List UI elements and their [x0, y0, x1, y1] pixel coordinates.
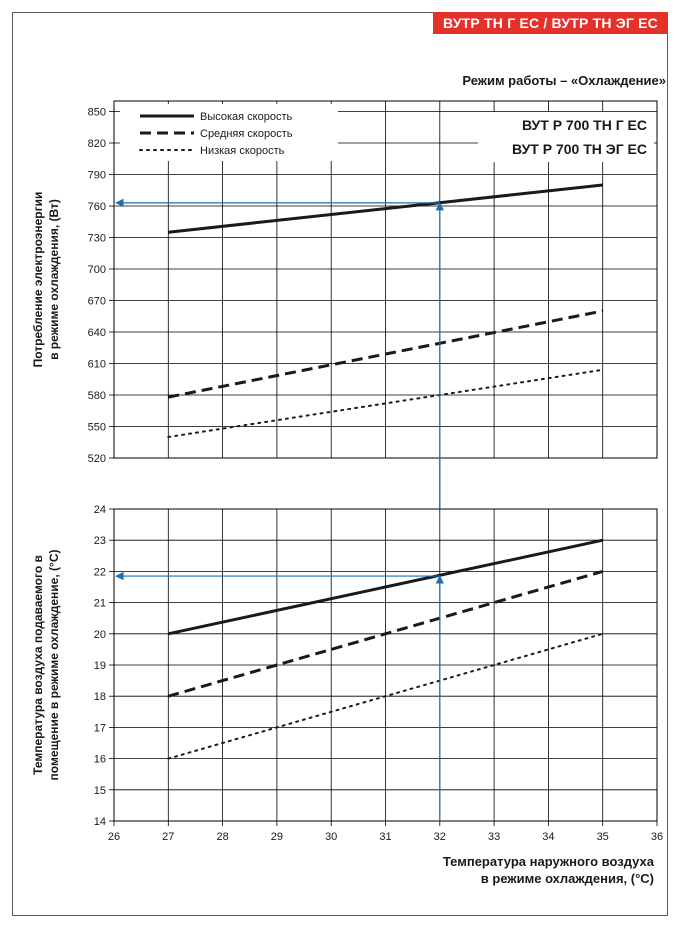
mode-title: Режим работы – «Охлаждение» [462, 73, 666, 88]
panel1-series-solid [168, 183, 603, 234]
x-tick-label: 33 [488, 831, 500, 843]
panel2-y-axis-label: Температура воздуха подаваемого в помещен… [31, 550, 61, 781]
panel1-y-tick-label: 550 [88, 422, 106, 434]
panel1-series-dashed [168, 309, 603, 399]
legend-box [120, 104, 338, 161]
panel1-y-tick-label: 760 [88, 201, 106, 213]
panel2-y-axis-label-line: Температура воздуха подаваемого в [31, 555, 45, 775]
panel2-y-tick-label: 17 [94, 722, 106, 734]
panel2-y-tick-label: 15 [94, 785, 106, 797]
panel2-y-tick-label: 23 [94, 535, 106, 547]
x-axis-label-line: Температура наружного воздуха [443, 854, 655, 869]
panel2-y-tick-label: 18 [94, 691, 106, 703]
panel1-y-tick-label: 580 [88, 390, 106, 402]
legend-label: Средняя скорость [200, 128, 293, 140]
panel2-series-dotted [167, 632, 604, 760]
x-tick-label: 35 [597, 831, 609, 843]
panel2-series-dashed [167, 569, 604, 698]
legend-label: Низкая скорость [200, 145, 285, 157]
panel2-y-tick-label: 16 [94, 754, 106, 766]
x-tick-label: 30 [325, 831, 337, 843]
panel1-series-dotted [167, 368, 604, 438]
x-axis-label-line: в режиме охлаждения, (°С) [481, 871, 654, 886]
x-tick-label: 31 [379, 831, 391, 843]
model-label-backing [478, 112, 654, 162]
panel1-y-tick-label: 700 [88, 264, 106, 276]
panel1-y-tick-label: 790 [88, 170, 106, 182]
panel2-y-tick-label: 22 [94, 566, 106, 578]
x-tick-label: 29 [271, 831, 283, 843]
panel1-y-axis-label-line: в режиме охлаждения, (Вт) [47, 199, 61, 360]
model-badge: ВУТР ТН Г ЕС / ВУТР ТН ЭГ ЕС [432, 12, 668, 34]
panel2-y-tick-label: 20 [94, 629, 106, 641]
panel2-y-tick-label: 19 [94, 660, 106, 672]
panel2-y-tick-label: 14 [94, 816, 106, 828]
x-tick-label: 34 [542, 831, 554, 843]
model-label: ВУТ Р 700 ТН Г ЕС [522, 117, 647, 133]
panel2-y-tick-label: 24 [94, 504, 106, 516]
panel1-y-tick-label: 850 [88, 107, 106, 119]
x-tick-label: 28 [216, 831, 228, 843]
x-tick-label: 27 [162, 831, 174, 843]
panel1-y-tick-label: 520 [88, 453, 106, 465]
figure-frame [12, 12, 668, 916]
panel1-y-tick-label: 820 [88, 138, 106, 150]
x-tick-label: 32 [434, 831, 446, 843]
panel1-y-tick-label: 610 [88, 359, 106, 371]
legend-label: Высокая скорость [200, 111, 292, 123]
model-label: ВУТ Р 700 ТН ЭГ ЕС [512, 141, 647, 157]
panel2-y-axis-label-line: помещение в режиме охлаждение, (°С) [47, 550, 61, 781]
panel1-y-axis-label: Потребление электроэнергии в режиме охлаж… [31, 192, 61, 368]
panel1-plot-frame [113, 100, 658, 459]
panel1-y-axis-label-line: Потребление электроэнергии [31, 192, 45, 368]
x-tick-label: 26 [108, 831, 120, 843]
panel1-y-tick-label: 640 [88, 327, 106, 339]
x-tick-label: 36 [651, 831, 663, 843]
panel2-y-tick-label: 21 [94, 598, 106, 610]
panel2-series-solid [167, 538, 604, 636]
panel1-y-tick-label: 670 [88, 296, 106, 308]
panel1-y-tick-label: 730 [88, 233, 106, 245]
